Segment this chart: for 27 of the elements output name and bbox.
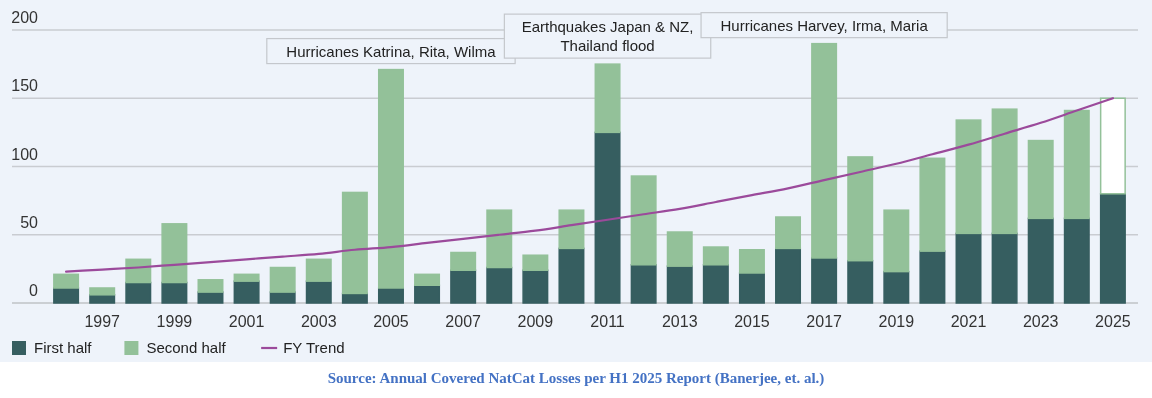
x-tick-label: 2001 [228,313,265,330]
x-tick-label: 2023 [1022,313,1059,330]
x-tick-label: 1997 [84,313,121,330]
source-note: Source: Annual Covered NatCat Losses per H1 2025 Report (Banerjee, et. al.) [327,370,825,387]
x-tick-label: 2015 [734,313,770,330]
y-tick-label: 50 [20,213,39,231]
x-tick-label: 2007 [445,313,482,330]
y-tick-label: 200 [11,9,39,26]
x-tick-label: 2003 [300,313,337,330]
x-tick-label: 2009 [517,313,554,330]
annotation: Hurricanes Katrina, Rita, Wilma [286,42,497,60]
x-tick-label: 2005 [373,313,409,330]
legend-label: Second half [146,339,227,356]
x-tick-label: 2011 [590,313,625,330]
x-tick-label: 2021 [950,313,987,330]
x-tick-label: 1999 [156,313,193,330]
legend-label: First half [34,339,93,356]
y-tick-label: 100 [11,145,39,163]
y-tick-label: 150 [11,77,39,95]
legend-label: FY Trend [283,339,345,356]
x-tick-label: 2019 [878,313,915,330]
x-tick-label: 2017 [806,313,843,330]
annotation: Earthquakes Japan & NZ, Thailand flood [521,18,694,55]
x-tick-label: 2013 [661,313,698,330]
x-tick-label: 2025 [1095,313,1131,330]
y-tick-label: 0 [29,282,39,299]
annotation: Hurricanes Harvey, Irma, Maria [720,16,929,34]
